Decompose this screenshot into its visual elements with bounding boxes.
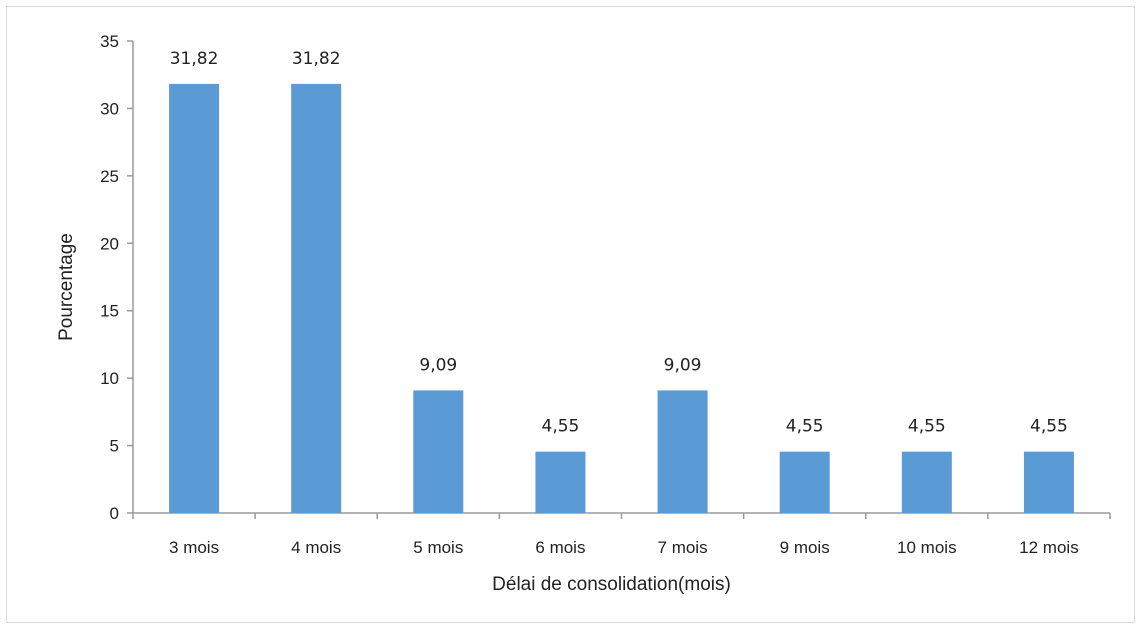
y-tick-label: 35 xyxy=(100,32,119,51)
x-tick-group: 3 mois 4 mois 5 mois 6 mois 7 mois 9 mois 10 m… xyxy=(132,513,1111,557)
bar xyxy=(779,451,830,513)
data-label: 9,09 xyxy=(419,355,457,375)
data-label: 9,09 xyxy=(664,355,702,375)
y-tick-label: 0 xyxy=(110,504,119,523)
bar xyxy=(291,83,342,513)
bar xyxy=(657,390,708,513)
data-label: 4,55 xyxy=(542,417,580,437)
data-label: 31,82 xyxy=(170,49,219,69)
y-axis-title: Pourcentage xyxy=(56,233,77,341)
x-tick-label: 7 mois xyxy=(658,538,708,557)
data-label: 4,55 xyxy=(908,417,946,437)
x-axis-title: Délai de consolidation(mois) xyxy=(492,574,731,595)
bar xyxy=(901,451,952,513)
x-tick-label: 10 mois xyxy=(897,538,957,557)
y-tick-label: 20 xyxy=(100,234,119,253)
y-tick-label: 25 xyxy=(100,167,119,186)
y-tick-group: 0 5 10 15 20 25 30 35 xyxy=(100,32,133,523)
bar xyxy=(413,390,464,513)
data-label-group: 31,82 31,82 9,09 4,55 9,09 4,55 4,55 4,55 xyxy=(170,49,1068,437)
x-tick-label: 5 mois xyxy=(413,538,463,557)
y-tick-label: 30 xyxy=(100,99,119,118)
x-tick-label: 4 mois xyxy=(291,538,341,557)
data-label: 4,55 xyxy=(1030,417,1068,437)
x-tick-label: 6 mois xyxy=(535,538,585,557)
bar xyxy=(535,451,586,513)
bar xyxy=(1023,451,1074,513)
x-tick-label: 3 mois xyxy=(169,538,219,557)
data-label: 4,55 xyxy=(786,417,824,437)
y-tick-label: 15 xyxy=(100,302,119,321)
y-tick-label: 10 xyxy=(100,369,119,388)
bar-group xyxy=(169,83,1074,513)
x-tick-label: 9 mois xyxy=(780,538,830,557)
x-tick-label: 12 mois xyxy=(1019,538,1079,557)
data-label: 31,82 xyxy=(292,49,341,69)
bar xyxy=(169,83,220,513)
y-tick-label: 5 xyxy=(110,437,119,456)
